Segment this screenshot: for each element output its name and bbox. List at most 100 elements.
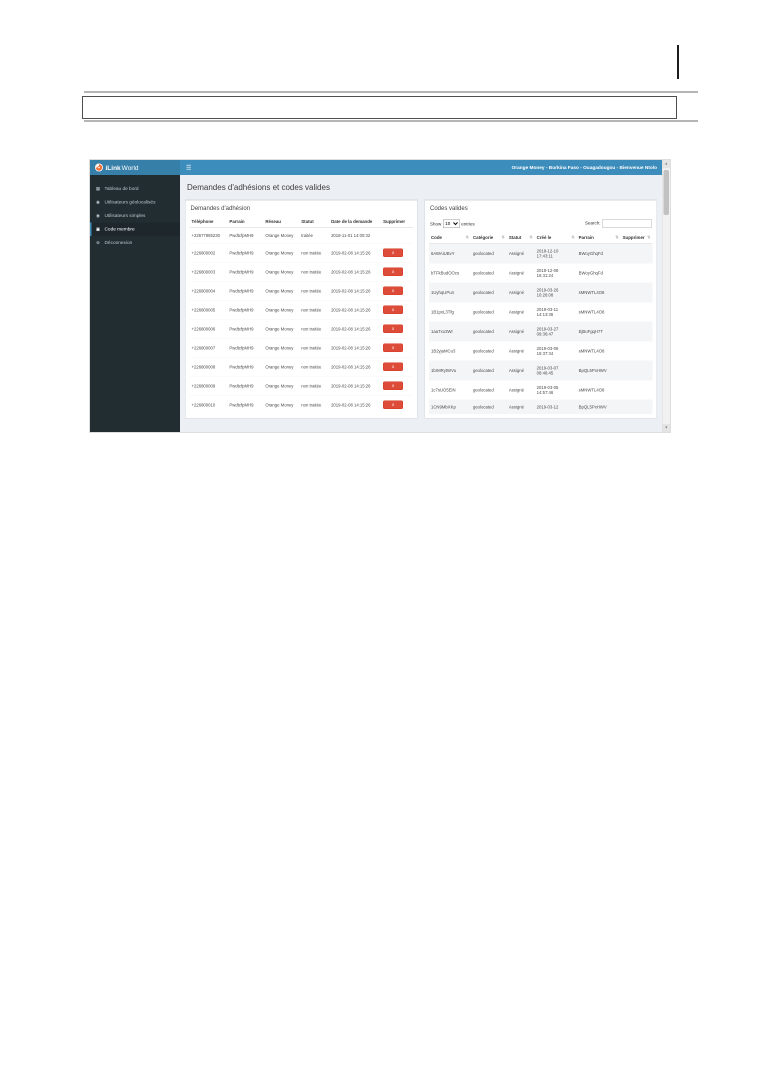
cell: Assigné	[506, 360, 535, 381]
cell: geolocated	[470, 341, 507, 361]
cell: Orange Money	[263, 338, 300, 358]
cell: 2019-03-11 14:13:36	[534, 302, 577, 322]
cell: Orange Money	[263, 300, 300, 320]
cell: PwdtcfpMH9	[227, 319, 264, 339]
delete-button[interactable]: x	[383, 267, 404, 276]
delete-button[interactable]: x	[383, 305, 404, 314]
scrollbar[interactable]: ▲ ▼	[662, 160, 670, 432]
column-header: Réseau	[263, 216, 300, 228]
cell: 1CN9MbXKp	[429, 399, 471, 414]
cell	[620, 341, 653, 361]
logout-icon: ⊗	[96, 240, 100, 245]
scroll-down-icon[interactable]: ▼	[662, 424, 670, 432]
sidebar-item-label: Utilisateurs géolocalisés	[104, 199, 156, 206]
delete-button[interactable]: x	[383, 324, 404, 333]
users-icon: ◉	[96, 213, 100, 218]
sort-icon: ⇅	[571, 235, 575, 240]
cell: 2019-03-07 08:46:45	[534, 360, 577, 381]
table-row: +226800006 PwdtcfpMH9 Orange Money non trai…	[189, 319, 413, 339]
cell: Orange Money	[263, 357, 300, 377]
cell: 2018-12-08 16:31:24	[534, 263, 577, 283]
cell: sMNWTL4O8	[576, 380, 621, 400]
sidebar-item[interactable]: ⊗ Déconnexion	[90, 236, 180, 250]
table-row: 1CN9MbXKp geolocated Assigné 2019-03-12 BpQL…	[429, 399, 653, 414]
show-label: Show	[430, 221, 442, 226]
cell: geolocated	[470, 282, 507, 303]
column-header-sortable[interactable]: Statut ⇅	[506, 232, 535, 244]
delete-button[interactable]: x	[383, 400, 404, 409]
demandes-table-body: +22677885230 PwdtcfpMH9 Orange Money traité…	[189, 227, 413, 414]
cell: 1brMRytWVu	[429, 360, 471, 381]
table-row: 1B1pxL3Tfg geolocated Assigné 2019-03-11 14…	[429, 302, 653, 322]
scroll-up-icon[interactable]: ▲	[662, 160, 670, 168]
column-header-label: Catégorie	[472, 235, 494, 240]
table-row: +22677885230 PwdtcfpMH9 Orange Money traité…	[189, 227, 413, 244]
table-row: 6AWAiUBvY geolocated Assigné 2018-12-10 17:…	[429, 243, 653, 264]
codes-panel: Codes valides Show 10 entries Search:	[424, 199, 657, 419]
sidebar-item[interactable]: ◉ Utilisateurs géolocalisés	[90, 196, 180, 210]
page-length-control: Show 10 entries	[430, 219, 475, 228]
page-size-select[interactable]: 10	[442, 219, 460, 228]
app-brand[interactable]: iLinkWorld	[90, 160, 180, 175]
column-header: Parrain	[227, 216, 264, 228]
delete-button[interactable]: x	[383, 381, 404, 390]
table-row: +226800008 PwdtcfpMH9 Orange Money non trai…	[189, 357, 413, 377]
cell: 2019-02-08 14:15:26	[329, 243, 382, 263]
cell	[620, 360, 653, 381]
cell: Orange Money	[263, 395, 300, 414]
cell: x	[381, 338, 413, 358]
search-input[interactable]	[602, 219, 652, 228]
column-header-sortable[interactable]: Créé le ⇅	[534, 232, 577, 244]
cell: Assigné	[506, 321, 535, 342]
table-row: +226800010 PwdtcfpMH9 Orange Money non trai…	[189, 395, 413, 414]
empty-text-box[interactable]	[82, 96, 677, 119]
cell: BWoyGhqFd	[576, 263, 621, 283]
delete-button[interactable]: x	[383, 248, 404, 257]
cell	[620, 282, 653, 303]
cell: +226800008	[189, 357, 228, 377]
cell: non traitée	[299, 262, 330, 282]
cell: x	[381, 376, 413, 396]
column-header-sortable[interactable]: Catégorie ⇅	[470, 232, 507, 244]
cell: +226800009	[189, 376, 228, 396]
cell: bTFkBudOOcs	[429, 263, 471, 283]
cell: 6AWAiUBvY	[429, 243, 471, 264]
delete-button[interactable]: x	[383, 343, 404, 352]
column-header-sortable[interactable]: Parrain ⇅	[576, 232, 621, 244]
column-header-sortable[interactable]: Code ⇅	[429, 232, 471, 244]
navbar-user-info[interactable]: Orange Money - Burkina Faso - Ouagadougo…	[511, 164, 657, 171]
sidebar-item[interactable]: ▣ Code membre	[90, 222, 180, 236]
sort-icon: ⇅	[529, 235, 533, 240]
cell: geolocated	[470, 302, 507, 322]
sidebar-item[interactable]: ▦ Tableau de bord	[90, 182, 180, 196]
cell: geolocated	[470, 380, 507, 400]
cell: 2018-11-01 14:00:32	[329, 227, 382, 244]
table-row: bTFkBudOOcs geolocated Assigné 2018-12-08 1…	[429, 263, 653, 283]
menu-icon[interactable]: ☰	[186, 164, 192, 171]
cell: +226800004	[189, 281, 228, 301]
cell: x	[381, 243, 413, 263]
table-row: +226800009 PwdtcfpMH9 Orange Money non trai…	[189, 376, 413, 396]
cell: 2018-12-10 17:43:11	[534, 243, 577, 264]
cell: x	[381, 281, 413, 301]
delete-button[interactable]: x	[383, 362, 404, 371]
sidebar-item-label: Utilisateurs simples	[104, 213, 146, 219]
column-header-sortable[interactable]: Supprimer ⇅	[620, 232, 653, 244]
cell: sMNWTL4O8	[576, 341, 621, 361]
column-header: Statut	[299, 216, 330, 228]
cell	[620, 243, 653, 264]
delete-button[interactable]: x	[383, 286, 404, 295]
cell: +226800010	[189, 395, 228, 414]
table-row: 1aaTxo3Wr geolocated Assigné 2019-03-27 09:…	[429, 321, 653, 342]
cell: 1UyhqUPu4	[429, 282, 471, 303]
column-header-label: Code	[431, 235, 442, 240]
cell: Orange Money	[263, 262, 300, 282]
brand-title-bold: iLink	[105, 163, 121, 172]
cell: 2019-02-08 14:15:26	[329, 319, 382, 339]
sidebar-item[interactable]: ◉ Utilisateurs simples	[90, 209, 180, 223]
scrollbar-thumb[interactable]	[663, 170, 669, 215]
demandes-panel-title: Demandes d'adhésion	[190, 204, 251, 212]
search-label: Search:	[584, 220, 601, 226]
column-header: Téléphone	[189, 216, 228, 228]
